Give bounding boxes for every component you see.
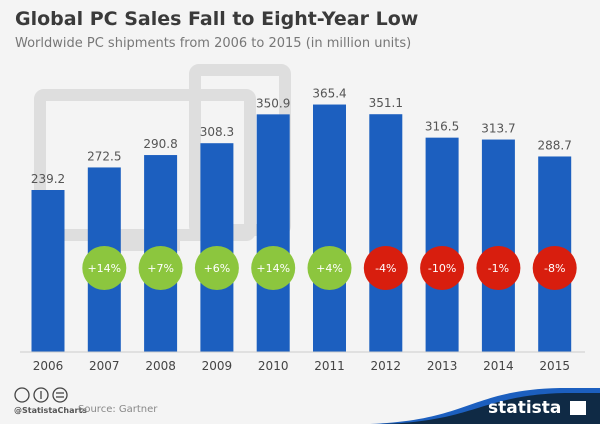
change-badge-2013 [420, 246, 465, 290]
x-tick-label-2014: 2014 [483, 359, 514, 373]
bar-2014 [481, 139, 515, 352]
bar-2012 [369, 114, 403, 353]
cc-icons [14, 387, 68, 403]
value-label-2015: 288.7 [538, 138, 572, 152]
bar-2006 [31, 190, 65, 352]
source-note: Source: Gartner [78, 404, 158, 415]
value-label-2011: 365.4 [312, 87, 346, 101]
value-label-2007: 272.5 [87, 149, 121, 163]
x-tick-label-2007: 2007 [89, 359, 120, 373]
change-badge-2009 [194, 246, 239, 290]
change-badge-2012 [363, 246, 408, 290]
bar-2011 [313, 104, 346, 353]
change-badge-2014 [476, 246, 521, 290]
change-label-2014: -1% [488, 262, 509, 275]
value-label-2013: 316.5 [425, 120, 459, 134]
by-icon [33, 387, 49, 403]
change-label-2012: -4% [375, 262, 396, 275]
change-badge-2007 [82, 246, 127, 290]
brand-logo: statista [488, 398, 562, 418]
change-label-2007: +14% [87, 262, 121, 275]
x-tick-label-2006: 2006 [33, 359, 64, 373]
chart-title: Global PC Sales Fall to Eight-Year Low [15, 8, 419, 30]
statista-logo-icon [570, 401, 586, 415]
change-badge-2010 [251, 246, 296, 290]
value-label-2010: 350.9 [256, 96, 290, 110]
cc-icon [14, 387, 30, 403]
value-label-2009: 308.3 [200, 125, 234, 139]
change-label-2009: +6% [204, 262, 231, 275]
x-tick-label-2009: 2009 [202, 359, 233, 373]
x-tick-label-2010: 2010 [258, 359, 289, 373]
value-label-2012: 351.1 [369, 96, 403, 110]
value-label-2008: 290.8 [143, 137, 177, 151]
change-label-2015: -8% [544, 262, 565, 275]
value-label-2006: 239.2 [31, 172, 65, 186]
x-tick-label-2013: 2013 [427, 359, 458, 373]
value-label-2014: 313.7 [481, 122, 515, 136]
change-badge-2011 [307, 246, 352, 290]
bar-2013 [425, 137, 459, 352]
change-label-2010: +14% [256, 262, 290, 275]
change-label-2008: +7% [147, 262, 174, 275]
chart-subtitle: Worldwide PC shipments from 2006 to 2015… [15, 36, 412, 51]
change-badge-2015 [532, 246, 577, 290]
change-label-2013: -10% [428, 262, 456, 275]
x-tick-label-2015: 2015 [539, 359, 570, 373]
bar-2010 [256, 114, 290, 352]
x-tick-label-2008: 2008 [145, 359, 176, 373]
x-tick-label-2011: 2011 [314, 359, 345, 373]
change-label-2011: +4% [316, 262, 343, 275]
change-badge-2008 [138, 246, 183, 290]
brand-band [380, 393, 600, 424]
twitter-handle: @StatistaCharts [14, 406, 88, 415]
x-tick-label-2012: 2012 [371, 359, 402, 373]
equal-icon [52, 387, 68, 403]
